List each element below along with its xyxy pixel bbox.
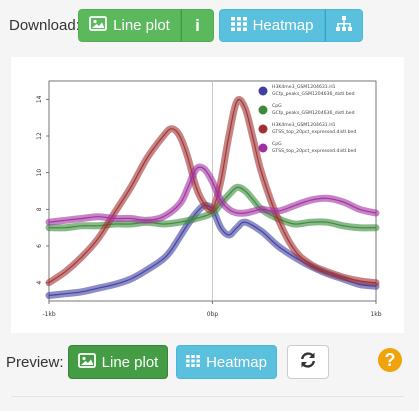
legend-entry-sub-0: GCfp_peaks_GSM1204636_distl.bed	[272, 91, 355, 97]
legend-entry-1: CpG	[272, 103, 282, 109]
sitemap-icon	[336, 16, 352, 35]
legend-entry-3: CpG	[272, 141, 282, 147]
preview-toolbar: Preview: Line plot Heatmap	[0, 345, 329, 379]
legend-entry-2: H3K4me3_GSM1204631.H1	[272, 122, 336, 128]
line-plot-chart: 4 6 8 10 12 14 -1kb 0bp 1kb H3K4me3_GSM1204631.H1…	[36, 80, 382, 318]
preview-heatmap-label: Heatmap	[206, 353, 267, 371]
x-tick-label: -1kb	[42, 311, 55, 318]
download-heatmap-button[interactable]: Heatmap	[219, 9, 325, 42]
download-heatmap-group: Heatmap	[219, 9, 363, 42]
series-line-2	[48, 98, 377, 284]
help-icon[interactable]: ?	[378, 348, 402, 372]
legend-entry-sub-2: GTSS_top_20pct_expressed.distl.bed	[272, 129, 356, 135]
y-tick-label: 10	[36, 169, 43, 177]
y-tick-label: 4	[36, 281, 43, 285]
info-icon: i	[195, 15, 200, 35]
preview-line-plot-label: Line plot	[101, 353, 159, 371]
legend-swatch-3	[258, 143, 268, 153]
download-heatmap-label: Heatmap	[252, 17, 314, 34]
y-tick-label: 12	[36, 132, 43, 140]
preview-label: Preview:	[6, 353, 64, 371]
preview-line-plot-button[interactable]: Line plot	[68, 345, 168, 379]
legend-swatch-0	[258, 86, 268, 96]
legend-swatch-1	[258, 105, 268, 115]
legend-entry-0: H3K4me3_GSM1204631.H1	[272, 84, 336, 90]
download-toolbar: Download: Line plot i Heatmap	[0, 9, 363, 42]
download-line-plot-button[interactable]: Line plot	[78, 9, 181, 42]
download-info-button[interactable]: i	[181, 9, 214, 42]
image-icon	[77, 352, 96, 372]
grid-icon	[230, 16, 247, 35]
grid-icon	[186, 354, 200, 371]
download-label: Download:	[9, 17, 80, 34]
download-line-plot-label: Line plot	[113, 17, 170, 34]
refresh-button[interactable]	[287, 345, 329, 379]
y-tick-label: 14	[36, 95, 43, 103]
download-line-plot-group: Line plot i	[78, 9, 214, 42]
legend-entry-sub-1: GCfp_peaks_GSM1204636_distl.bed	[272, 110, 355, 116]
legend-entry-sub-3: GTSS_top_20pct_expressed.distl.bed	[272, 148, 356, 154]
y-tick-label: 6	[36, 244, 43, 248]
image-icon	[89, 16, 108, 35]
y-tick-label: 8	[36, 207, 43, 211]
x-tick-label: 0bp	[207, 311, 219, 318]
x-tick-label: 1kb	[370, 311, 381, 318]
divider	[11, 396, 404, 397]
preview-heatmap-button[interactable]: Heatmap	[176, 345, 277, 379]
series-line-3	[48, 166, 377, 223]
download-sitemap-button[interactable]	[325, 9, 363, 42]
line-plot-image: 4 6 8 10 12 14 -1kb 0bp 1kb H3K4me3_GSM1204631.H1…	[11, 57, 404, 333]
legend-swatch-2	[258, 124, 268, 134]
series-line-1	[48, 186, 377, 229]
refresh-icon	[299, 351, 317, 373]
